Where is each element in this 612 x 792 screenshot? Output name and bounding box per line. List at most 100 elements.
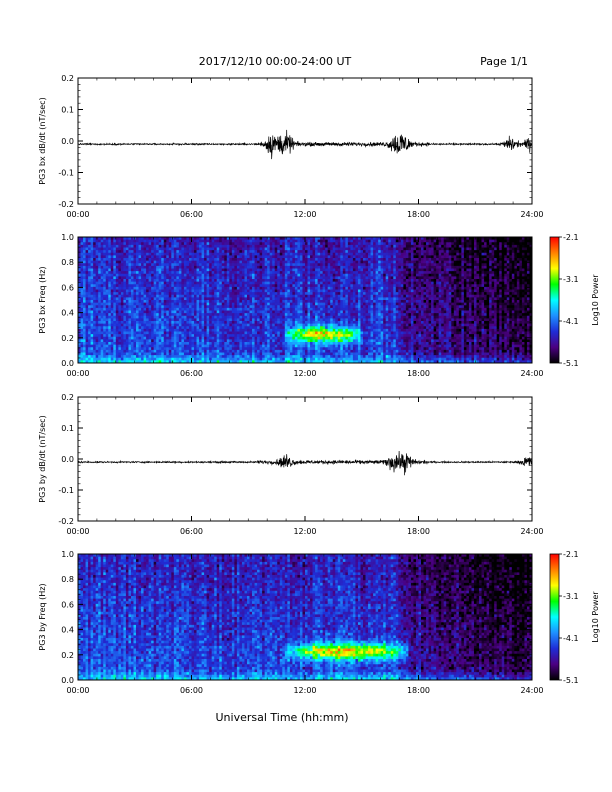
spectrogram-cell [241, 279, 245, 283]
spectrogram-cell [171, 326, 175, 330]
spectrogram-cell [322, 279, 326, 283]
spectrogram-cell [284, 334, 288, 338]
spectrogram-cell [257, 347, 260, 351]
spectrogram-cell [305, 321, 308, 325]
spectrogram-cell [214, 273, 218, 277]
spectrogram-cell [224, 339, 228, 343]
spectrogram-cell [214, 255, 218, 259]
spectrogram-cell [173, 328, 177, 332]
spectrogram-cell [88, 344, 92, 348]
spectrogram-cell [274, 244, 278, 248]
spectrogram-cell [307, 252, 311, 256]
spectrogram-cell [244, 302, 248, 306]
spectrogram-cell [264, 339, 268, 343]
spectrogram-cell [130, 305, 134, 309]
spectrogram-cell [267, 331, 271, 335]
spectrogram-cell [282, 297, 286, 301]
spectrogram-cell [302, 315, 306, 319]
spectrogram-cell [130, 326, 134, 330]
spectrogram-cell [241, 307, 245, 311]
spectrogram-cell [95, 323, 99, 327]
spectrogram-cell [315, 292, 319, 296]
spectrogram-cell [236, 336, 240, 340]
spectrogram-cell [239, 323, 243, 327]
spectrogram-cell [188, 344, 192, 348]
spectrogram-cell [307, 310, 311, 314]
spectrogram-cell [259, 271, 263, 275]
spectrogram-cell [130, 323, 134, 327]
spectrogram-cell [264, 307, 268, 311]
spectrogram-cell [236, 313, 240, 317]
spectrogram-cell [186, 289, 190, 293]
spectrogram-cell [310, 239, 313, 243]
spectrogram-cell [173, 310, 177, 314]
spectrogram-cell [204, 321, 208, 325]
spectrogram-cell [209, 242, 213, 246]
spectrogram-cell [294, 273, 298, 277]
spectrogram-cell [231, 247, 235, 251]
spectrogram-cell [196, 310, 200, 314]
spectrogram-cell [206, 297, 210, 301]
spectrogram-cell [317, 323, 321, 327]
spectrogram-cell [173, 307, 177, 311]
spectrogram-cell [130, 352, 134, 356]
spectrogram-cell [93, 268, 97, 272]
spectrogram-cell [279, 260, 283, 264]
spectrogram-cell [146, 284, 150, 288]
spectrogram-cell [272, 307, 276, 311]
spectrogram-cell [153, 339, 157, 343]
spectrogram-cell [88, 302, 92, 306]
spectrogram-cell [284, 326, 288, 330]
spectrogram-cell [320, 307, 324, 311]
spectrogram-cell [141, 276, 144, 280]
spectrogram-cell [299, 342, 303, 346]
spectrogram-cell [259, 258, 263, 262]
spectrogram-cell [231, 355, 235, 359]
spectrogram-cell [241, 258, 245, 262]
spectrogram-cell [83, 300, 86, 304]
spectrogram-cell [181, 281, 185, 285]
spectrogram-cell [158, 315, 162, 319]
spectrogram-cell [262, 273, 266, 277]
spectrogram-cell [206, 252, 210, 256]
spectrogram-cell [146, 313, 150, 317]
spectrogram-cell [214, 318, 218, 322]
spectrogram-cell [234, 286, 238, 290]
spectrogram-cell [294, 323, 298, 327]
spectrogram-cell [90, 242, 94, 246]
spectrogram-cell [95, 302, 99, 306]
spectrogram-cell [244, 255, 248, 259]
spectrogram-cell [158, 239, 162, 243]
spectrogram-cell [153, 252, 157, 256]
spectrogram-cell [236, 331, 240, 335]
spectrogram-cell [211, 318, 215, 322]
spectrogram-cell [156, 331, 160, 335]
spectrogram-cell [105, 360, 109, 364]
spectrogram-cell [199, 252, 202, 256]
spectrogram-cell [322, 342, 326, 346]
spectrogram-cell [229, 313, 233, 317]
spectrogram-cell [221, 242, 225, 246]
spectrogram-cell [191, 352, 195, 356]
spectrogram-cell [161, 310, 165, 314]
spectrogram-cell [173, 265, 177, 269]
spectrogram-cell [93, 255, 97, 259]
spectrogram-cell [269, 292, 273, 296]
spectrogram-cell [148, 360, 152, 364]
spectrogram-cell [315, 318, 319, 322]
spectrogram-cell [136, 258, 139, 262]
spectrogram-cell [133, 347, 137, 351]
spectrogram-cell [173, 284, 177, 288]
spectrogram-cell [133, 276, 137, 280]
spectrogram-cell [120, 284, 124, 288]
spectrogram-cell [239, 265, 243, 269]
spectrogram-cell [161, 357, 165, 361]
spectrogram-cell [224, 237, 228, 241]
spectrogram-cell [282, 323, 286, 327]
spectrogram-cell [80, 250, 84, 254]
spectrogram-cell [320, 328, 324, 332]
spectrogram-cell [299, 328, 303, 332]
spectrogram-cell [136, 305, 139, 309]
spectrogram-cell [287, 297, 291, 301]
spectrogram-cell [188, 323, 192, 327]
